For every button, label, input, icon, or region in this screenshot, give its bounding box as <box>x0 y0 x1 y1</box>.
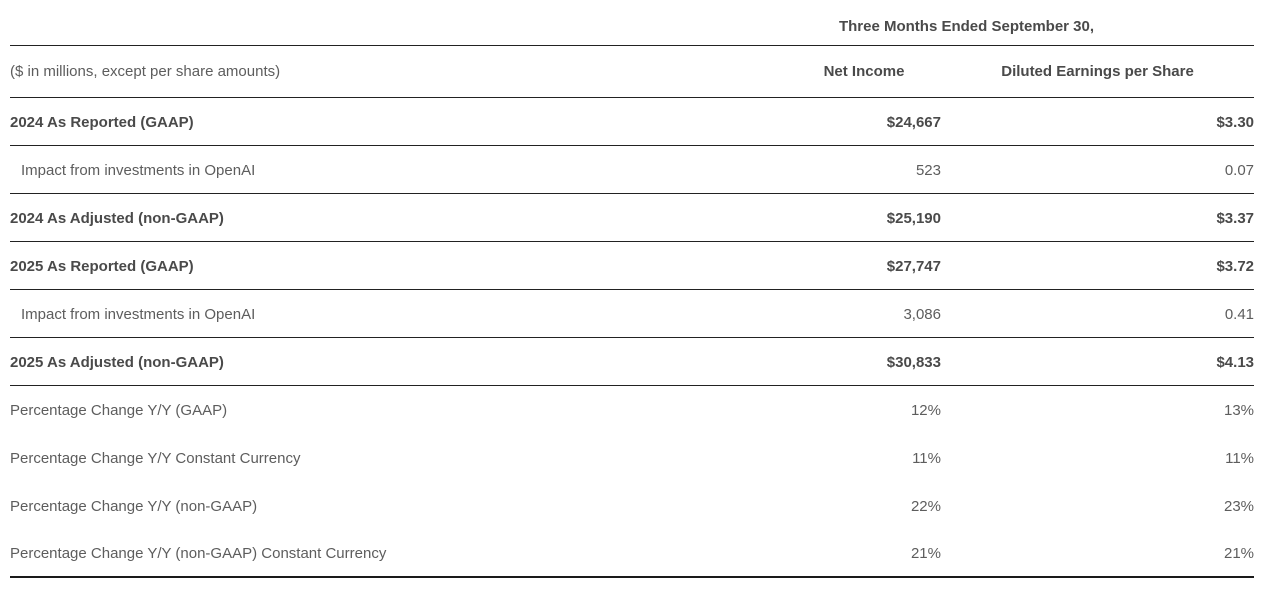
table-row: 2025 As Reported (GAAP) $27,747 $3.72 <box>10 241 1255 290</box>
table-row: 2024 As Adjusted (non-GAAP) $25,190 $3.3… <box>10 193 1255 242</box>
column-header-spacer <box>679 45 787 98</box>
net-income-value: 523 <box>787 145 941 194</box>
table-row: Percentage Change Y/Y (non-GAAP) 22% 23% <box>10 481 1254 529</box>
net-income-value: 11% <box>912 449 941 467</box>
group-header-row: Three Months Ended September 30, <box>10 0 1255 46</box>
table-row: 2025 As Adjusted (non-GAAP) $30,833 $4.1… <box>10 337 1255 386</box>
table-row: Impact from investments in OpenAI 523 0.… <box>10 145 1255 194</box>
table-row: Percentage Change Y/Y (GAAP) 12% 13% <box>10 385 1254 433</box>
net-income-value: $27,747 <box>787 241 941 290</box>
row-label: 2025 As Adjusted (non-GAAP) <box>10 337 679 386</box>
table-row: Percentage Change Y/Y Constant Currency … <box>10 433 1254 481</box>
net-income-value: 22% <box>910 497 941 515</box>
group-header-spacer <box>10 0 679 46</box>
spacer-cell <box>679 289 787 338</box>
spacer-cell <box>679 385 787 433</box>
row-label: 2024 As Adjusted (non-GAAP) <box>10 193 679 242</box>
column-header-diluted-eps: Diluted Earnings per Share <box>941 45 1255 98</box>
row-label: Impact from investments in OpenAI <box>10 289 679 338</box>
row-label: 2025 As Reported (GAAP) <box>10 241 679 290</box>
spacer-cell <box>679 529 787 578</box>
row-label: Percentage Change Y/Y (non-GAAP) Constan… <box>10 529 679 578</box>
unit-note: ($ in millions, except per share amounts… <box>10 45 679 98</box>
spacer-cell <box>679 97 787 146</box>
diluted-eps-value: 21% <box>941 529 1255 578</box>
table-row: Percentage Change Y/Y (non-GAAP) Constan… <box>10 529 1255 578</box>
diluted-eps-value: $3.30 <box>941 97 1255 146</box>
net-income-value: 12% <box>910 401 941 419</box>
diluted-eps-value: 13% <box>1223 401 1255 419</box>
row-label: Impact from investments in OpenAI <box>10 145 679 194</box>
spacer-cell <box>679 337 787 386</box>
spacer-cell <box>679 433 787 481</box>
financial-table: Three Months Ended September 30, ($ in m… <box>10 0 1255 578</box>
financial-table-container: Three Months Ended September 30, ($ in m… <box>10 0 1255 578</box>
spacer-cell <box>679 241 787 290</box>
table-row: Impact from investments in OpenAI 3,086 … <box>10 289 1255 338</box>
diluted-eps-value: 11% <box>1225 449 1255 467</box>
spacer-cell <box>679 193 787 242</box>
net-income-value: $25,190 <box>787 193 941 242</box>
column-header-row: ($ in millions, except per share amounts… <box>10 45 1255 98</box>
spacer-cell <box>679 481 787 529</box>
diluted-eps-value: 0.41 <box>941 289 1255 338</box>
diluted-eps-value: $3.72 <box>941 241 1255 290</box>
row-label: Percentage Change Y/Y Constant Currency <box>10 449 301 467</box>
net-income-value: 3,086 <box>787 289 941 338</box>
row-label: Percentage Change Y/Y (GAAP) <box>10 401 228 419</box>
diluted-eps-value: 0.07 <box>941 145 1255 194</box>
net-income-value: $30,833 <box>787 337 941 386</box>
table-row: 2024 As Reported (GAAP) $24,667 $3.30 <box>10 97 1255 146</box>
row-label: Percentage Change Y/Y (non-GAAP) <box>10 497 258 515</box>
diluted-eps-value: 23% <box>1223 497 1255 515</box>
column-header-net-income: Net Income <box>787 45 941 98</box>
diluted-eps-value: $4.13 <box>941 337 1255 386</box>
group-header: Three Months Ended September 30, <box>679 0 1255 46</box>
net-income-value: $24,667 <box>787 97 941 146</box>
table-body: 2024 As Reported (GAAP) $24,667 $3.30 Im… <box>10 97 1255 578</box>
spacer-cell <box>679 145 787 194</box>
diluted-eps-value: $3.37 <box>941 193 1255 242</box>
row-label: 2024 As Reported (GAAP) <box>10 97 679 146</box>
net-income-value: 21% <box>787 529 941 578</box>
